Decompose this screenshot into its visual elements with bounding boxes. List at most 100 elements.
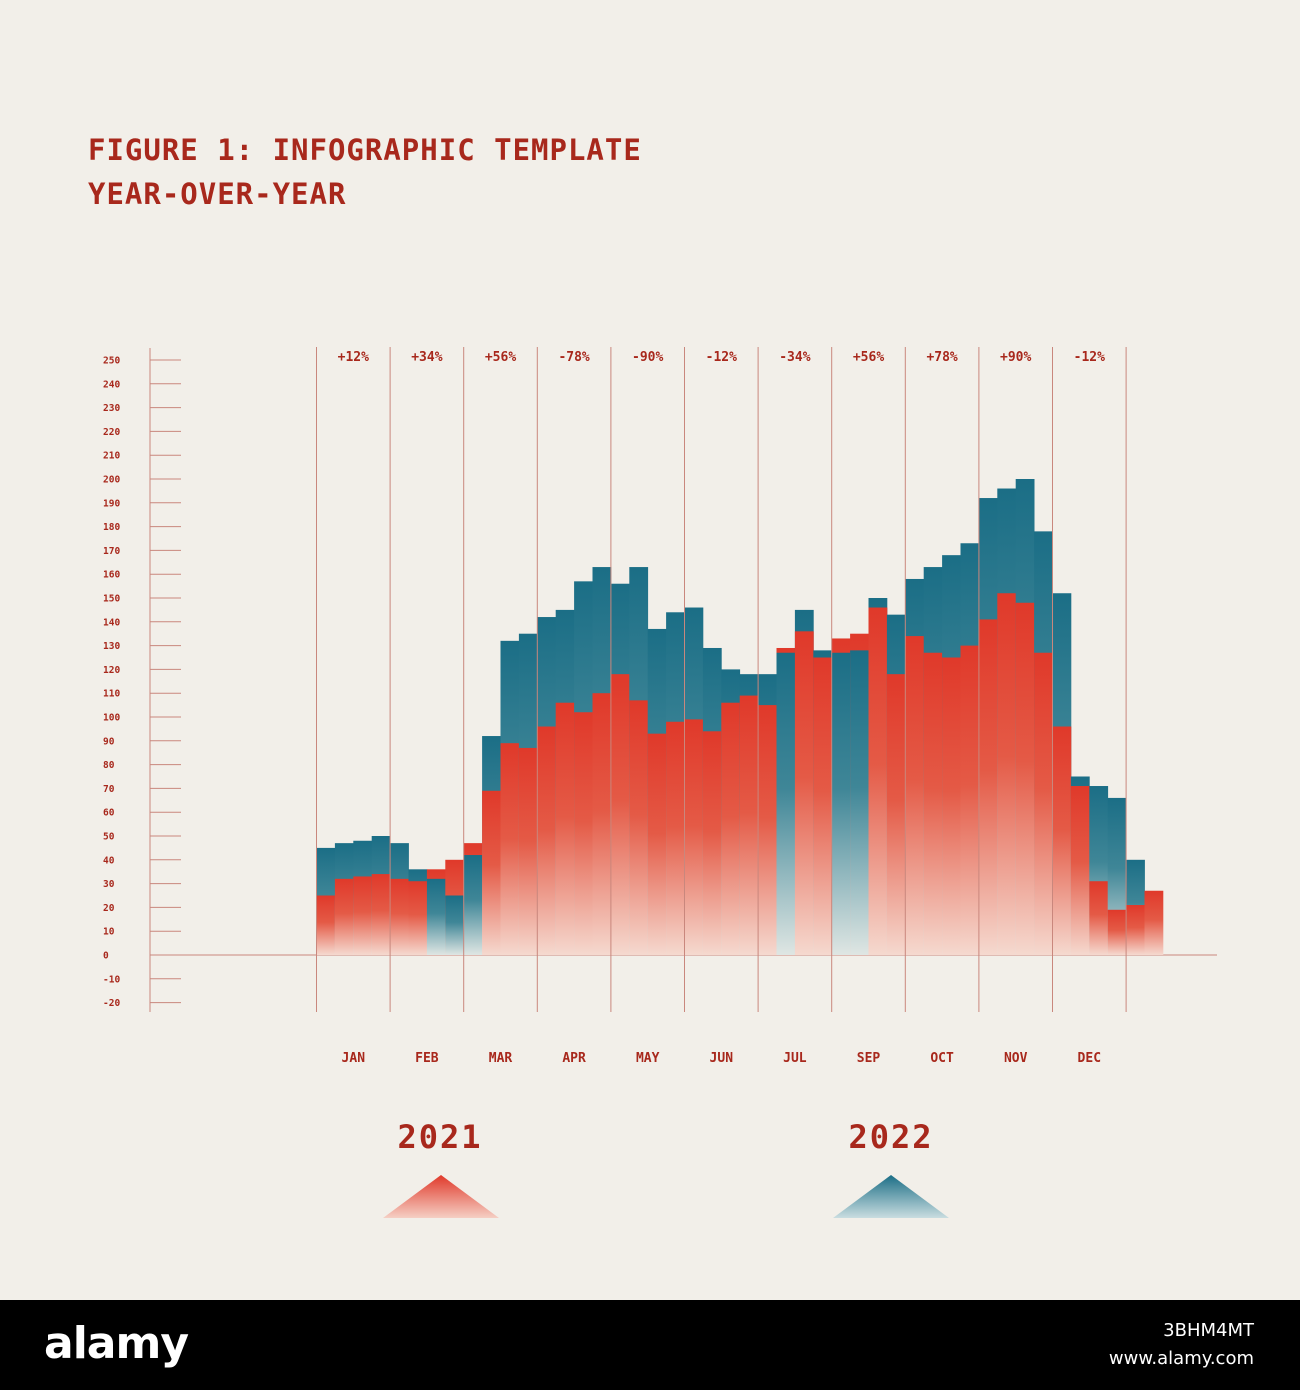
change-label: +12% [338,350,369,365]
bar-2021 [684,719,704,955]
change-label: -90% [632,350,663,365]
x-tick-label: MAR [489,1051,513,1066]
chart-plot: 2502402302202102001901801701601501401301… [103,347,1217,1066]
y-tick-label: 250 [103,356,120,367]
y-tick-label: 60 [103,808,115,819]
bar-2021 [868,607,888,955]
bar-2021 [574,712,593,955]
y-tick-label: 140 [103,617,120,628]
alamy-logo: alamy [44,1318,189,1369]
y-tick-label: -10 [103,974,120,985]
change-label: +78% [926,350,957,365]
bar-2021 [334,878,354,955]
bar-2021 [316,895,336,955]
chart-title-line2: YEAR-OVER-YEAR [88,177,347,211]
bar-2022 [831,652,851,955]
bar-2021 [1107,909,1127,955]
bar-2022 [445,895,465,955]
bar-2021 [1034,652,1053,955]
bar-2021 [353,876,373,955]
bar-2021 [1126,905,1145,955]
bar-2021 [997,593,1017,955]
month-labels: JAN +12% FEB +34% MAR +56% APR -78% MAY -90% JUN -1… [338,350,1105,1066]
bar-2022 [850,650,869,955]
bar-2021 [923,652,943,955]
image-code: 3BHM4MT [1163,1320,1254,1341]
bar-2021 [813,657,833,955]
bar-2021 [1070,786,1090,955]
x-tick-label: DEC [1078,1051,1101,1066]
y-tick-label: 200 [103,475,120,486]
bar-2021 [518,747,538,955]
bar-2021 [537,726,557,955]
bar-2021 [629,700,649,955]
bar-2021 [721,702,741,955]
change-label: +90% [1000,350,1031,365]
y-tick-label: 70 [103,784,115,795]
x-tick-label: MAY [636,1051,660,1066]
bar-2021 [555,702,575,955]
legend-marker-2021 [383,1175,499,1218]
bar-2021 [942,657,961,955]
y-tick-label: 100 [103,713,120,724]
bar-2021 [647,733,667,955]
y-tick-label: 0 [103,951,109,962]
x-tick-label: FEB [415,1051,439,1066]
bar-2021 [610,674,630,955]
bar-2021 [390,878,409,955]
bar-2022 [776,652,796,955]
x-tick-label: JUL [783,1051,807,1066]
x-tick-label: OCT [930,1051,954,1066]
y-tick-label: 240 [103,379,120,390]
y-tick-label: 180 [103,522,120,533]
y-tick-label: 30 [103,879,115,890]
x-tick-label: JUN [710,1051,734,1066]
bar-2021 [960,645,980,955]
chart-title: FIGURE 1: INFOGRAPHIC TEMPLATE YEAR-OVER… [88,128,642,216]
y-tick-label: 80 [103,760,115,771]
bar-2021 [1015,602,1035,955]
x-tick-label: SEP [857,1051,881,1066]
change-label: +56% [485,350,516,365]
bar-2021 [905,636,925,955]
y-tick-label: 190 [103,498,120,509]
bar-2021 [978,619,998,955]
y-tick-label: 230 [103,403,120,414]
y-tick-label: 50 [103,832,115,843]
y-tick-label: 210 [103,451,120,462]
x-tick-label: APR [562,1051,586,1066]
y-tick-label: 170 [103,546,120,557]
y-tick-label: 130 [103,641,120,652]
y-tick-label: 40 [103,855,115,866]
bar-2021 [1089,881,1109,955]
bar-2021 [1144,890,1164,955]
bar-2021 [592,693,612,955]
y-tick-label: 150 [103,594,120,605]
watermark-footer: alamy 3BHM4MT www.alamy.com [0,1300,1300,1390]
legend-marker-2022 [833,1175,949,1218]
chart-title-line1: FIGURE 1: INFOGRAPHIC TEMPLATE [88,133,642,167]
y-tick-label: 220 [103,427,120,438]
change-label: -12% [706,350,737,365]
bar-2021 [500,743,520,955]
bar-2021 [758,705,777,955]
month-dividers [316,347,1127,1012]
y-tick-label: 20 [103,903,115,914]
y-tick-label: 10 [103,927,115,938]
bar-2022 [463,855,483,955]
bar-2021 [794,631,814,955]
legend-year-2021: 2021 [397,1118,483,1156]
y-tick-label: 90 [103,736,115,747]
bar-2021 [702,731,722,955]
y-tick-label: 110 [103,689,120,700]
x-tick-label: NOV [1004,1051,1028,1066]
y-tick-label: -20 [103,998,120,1009]
legend-year-2022: 2022 [848,1118,934,1156]
change-label: -12% [1074,350,1105,365]
bars [316,479,1164,955]
bar-2021 [1052,726,1072,955]
watermark-url: www.alamy.com [1108,1348,1254,1369]
change-label: -78% [558,350,589,365]
change-label: -34% [779,350,810,365]
bar-2022 [426,878,446,955]
